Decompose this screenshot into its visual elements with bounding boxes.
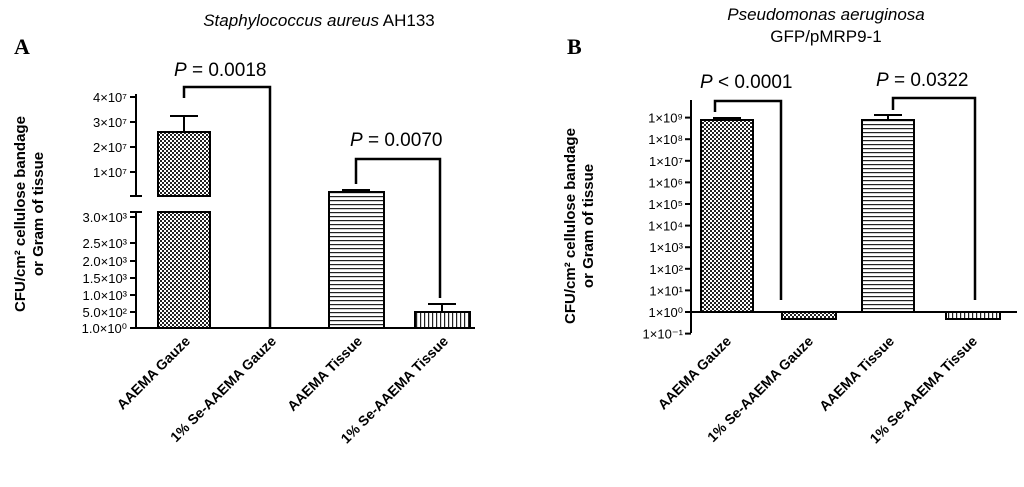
panel-a-tick-1e0: 1.0×10⁰ xyxy=(82,321,127,336)
panel-a-bracket-2 xyxy=(354,157,442,298)
panel-a: A Staphylococcus aureus AH133 CFU/cm² ce… xyxy=(12,11,475,446)
panel-b-tick-label: 1×10⁸ xyxy=(648,132,683,147)
panel-a-bar-aaema-tissue xyxy=(328,191,385,329)
panel-a-tick-1-5e3: 1.5×10³ xyxy=(83,271,128,286)
panel-a-pvalue-2: P = 0.0070 xyxy=(350,130,442,151)
panel-b-pvalue-2: P = 0.0322 xyxy=(876,70,968,91)
panel-b-tick-label: 1×10⁰ xyxy=(649,305,684,320)
panel-a-tick-2-5e3: 2.5×10³ xyxy=(83,236,128,251)
panel-b-category-3: AAEMA Tissue xyxy=(816,333,897,414)
panel-b-y-ticks: 1×10⁻¹ 1×10⁰ 1×10¹ 1×10² 1×10³ 1×10⁴ 1×10⁵ 1×10… xyxy=(643,111,691,342)
panel-a-tick-5e2: 5.0×10² xyxy=(83,305,128,320)
panel-a-lower-ticks: 1.0×10⁰ 5.0×10² 1.0×10³ 1.5×10³ 2.0×10³ … xyxy=(82,210,136,336)
panel-a-bar-aaema-gauze-upper xyxy=(157,131,211,197)
panel-a-tick-2-0e3: 2.0×10³ xyxy=(83,254,128,269)
panel-b-category-1: AAEMA Gauze xyxy=(654,333,734,413)
panel-a-tick-3-0e3: 3.0×10³ xyxy=(83,210,128,225)
panel-b-y-axis-label: CFU/cm² cellulose bandage or Gram of tis… xyxy=(562,128,597,324)
panel-b-bracket-1 xyxy=(713,99,783,300)
panel-b-error-bars xyxy=(713,114,902,120)
panel-b-tick-label: 1×10⁴ xyxy=(648,219,683,234)
panel-a-error-bars xyxy=(170,115,456,312)
panel-b-tick-label: 1×10⁹ xyxy=(648,111,683,126)
panel-b-bar-aaema-gauze xyxy=(700,119,754,313)
panel-a-y-axis-label: CFU/cm² cellulose bandage or Gram of tis… xyxy=(12,116,47,312)
panel-a-tick-1e7: 1×10⁷ xyxy=(93,165,127,180)
panel-a-category-1: AAEMA Gauze xyxy=(113,333,193,413)
panel-a-ylabel-line1: CFU/cm² cellulose bandage xyxy=(12,116,29,312)
panel-b-tick-label: 1×10⁷ xyxy=(649,154,683,169)
panel-a-tick-1-0e3: 1.0×10³ xyxy=(83,288,128,303)
panel-b: B Pseudomonas aeruginosa GFP/pMRP9-1 CFU… xyxy=(562,5,1017,446)
panel-b-tick-label: 1×10⁶ xyxy=(648,175,683,190)
panel-a-bracket-1 xyxy=(182,85,272,328)
panel-a-category-3: AAEMA Tissue xyxy=(284,333,365,414)
panel-b-bar-se-aaema-gauze xyxy=(781,311,837,320)
panel-b-ylabel-line1: CFU/cm² cellulose bandage xyxy=(562,128,579,324)
panel-a-tick-4e7: 4×10⁷ xyxy=(93,90,127,105)
panel-b-bracket-2 xyxy=(891,96,977,300)
panel-b-pvalue-1: P < 0.0001 xyxy=(700,72,792,93)
panel-b-tick-label: 1×10⁻¹ xyxy=(643,327,684,342)
panel-b-tick-label: 1×10¹ xyxy=(649,283,683,298)
panel-b-tick-label: 1×10² xyxy=(649,262,683,277)
panel-a-title: Staphylococcus aureus AH133 xyxy=(203,11,435,30)
panel-b-letter: B xyxy=(567,34,582,59)
panel-a-bar-se-aaema-tissue xyxy=(414,311,471,329)
panel-a-upper-ticks: 1×10⁷ 2×10⁷ 3×10⁷ 4×10⁷ xyxy=(93,90,136,180)
panel-b-tick-label: 1×10⁵ xyxy=(648,197,683,212)
panel-a-bar-aaema-gauze-lower xyxy=(157,211,211,329)
panel-a-pvalue-1: P = 0.0018 xyxy=(174,60,266,81)
panel-a-ylabel-line2: or Gram of tissue xyxy=(30,152,47,276)
panel-b-tick-label: 1×10³ xyxy=(649,240,683,255)
panel-b-bar-aaema-tissue xyxy=(861,119,915,313)
panel-a-tick-3e7: 3×10⁷ xyxy=(93,115,127,130)
panel-b-bar-se-aaema-tissue xyxy=(945,311,1001,320)
panel-a-tick-2e7: 2×10⁷ xyxy=(93,140,127,155)
panel-b-ylabel-line2: or Gram of tissue xyxy=(580,164,597,288)
panel-b-title-line2: GFP/pMRP9-1 xyxy=(770,27,881,46)
panel-a-letter: A xyxy=(14,34,30,59)
panel-b-title-line1: Pseudomonas aeruginosa xyxy=(727,5,925,24)
